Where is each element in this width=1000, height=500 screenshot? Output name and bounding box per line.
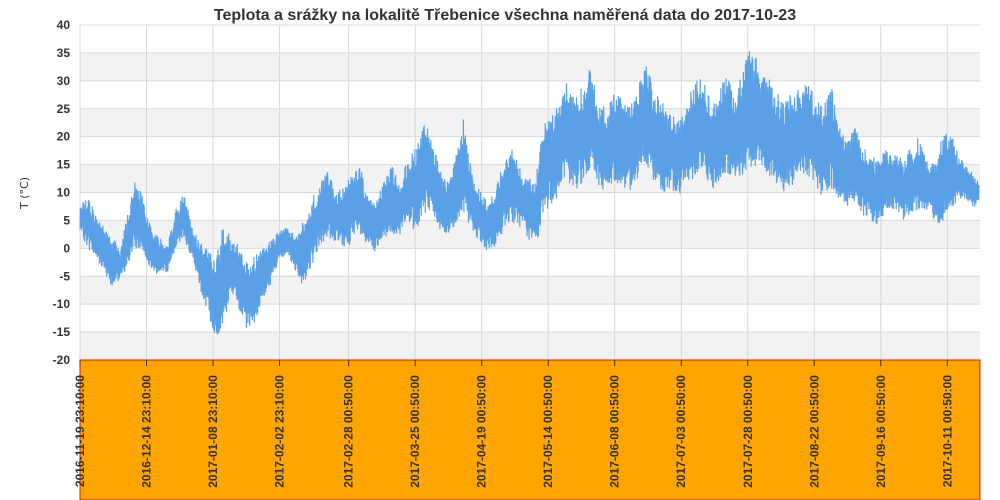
plot-band bbox=[80, 25, 980, 53]
x-axis-ticks: 2016-11-19 23:10:00 2016-12-14 23:10:00 20… bbox=[73, 360, 954, 488]
temperature-line bbox=[79, 51, 980, 335]
x-tick-label: 2017-05-14 00:50:00 bbox=[541, 375, 555, 488]
x-tick-label: 2017-10-11 00:50:00 bbox=[940, 375, 954, 487]
x-tick-label: 2017-06-08 00:50:00 bbox=[608, 375, 622, 488]
y-tick-label: 25 bbox=[57, 102, 71, 116]
y-tick-label: 10 bbox=[57, 186, 71, 200]
plot-band bbox=[80, 80, 980, 109]
y-tick-label: 15 bbox=[57, 158, 71, 172]
plot-band bbox=[80, 332, 980, 360]
plot-band bbox=[80, 52, 980, 81]
x-tick-label: 2017-07-03 00:50:00 bbox=[674, 375, 688, 488]
x-tick-label: 2017-04-19 00:50:00 bbox=[475, 375, 489, 488]
y-tick-label: 35 bbox=[57, 46, 71, 60]
x-axis-panel bbox=[79, 359, 981, 500]
x-tick-label: 2017-03-25 00:50:00 bbox=[408, 375, 422, 488]
y-tick-label: 40 bbox=[57, 18, 71, 32]
y-axis-ticks: 40 35 30 25 20 15 10 5 0 -5 -10 -15 -20 bbox=[53, 18, 71, 367]
y-tick-label: 0 bbox=[63, 241, 70, 255]
y-tick-label: -20 bbox=[53, 353, 71, 367]
plot-band bbox=[80, 108, 980, 137]
x-tick-label: 2017-07-28 00:50:00 bbox=[741, 375, 755, 488]
chart-title: Teplota a srážky na lokalitě Třebenice v… bbox=[214, 7, 796, 24]
y-tick-label: 20 bbox=[57, 130, 71, 144]
y-axis-label: T (°C) bbox=[18, 177, 31, 210]
plot-band bbox=[80, 304, 980, 333]
plot-background bbox=[80, 25, 980, 360]
y-tick-label: 30 bbox=[57, 74, 71, 88]
y-tick-label: -15 bbox=[53, 325, 71, 339]
y-tick-label: -5 bbox=[59, 269, 70, 283]
x-tick-label: 2017-02-28 00:50:00 bbox=[342, 375, 356, 488]
x-tick-label: 2017-09-16 00:50:00 bbox=[874, 375, 888, 488]
x-tick-label: 2017-02-02 23:10:00 bbox=[273, 375, 287, 488]
x-tick-label: 2017-01-08 23:10:00 bbox=[206, 375, 220, 488]
y-tick-label: -10 bbox=[53, 297, 71, 311]
x-tick-label: 2017-08-22 00:50:00 bbox=[807, 375, 821, 488]
series-temperature bbox=[79, 51, 980, 335]
x-tick-label: 2016-11-19 23:10:00 bbox=[73, 375, 87, 487]
y-tick-label: 5 bbox=[63, 213, 70, 227]
x-tick-label: 2016-12-14 23:10:00 bbox=[140, 375, 154, 488]
